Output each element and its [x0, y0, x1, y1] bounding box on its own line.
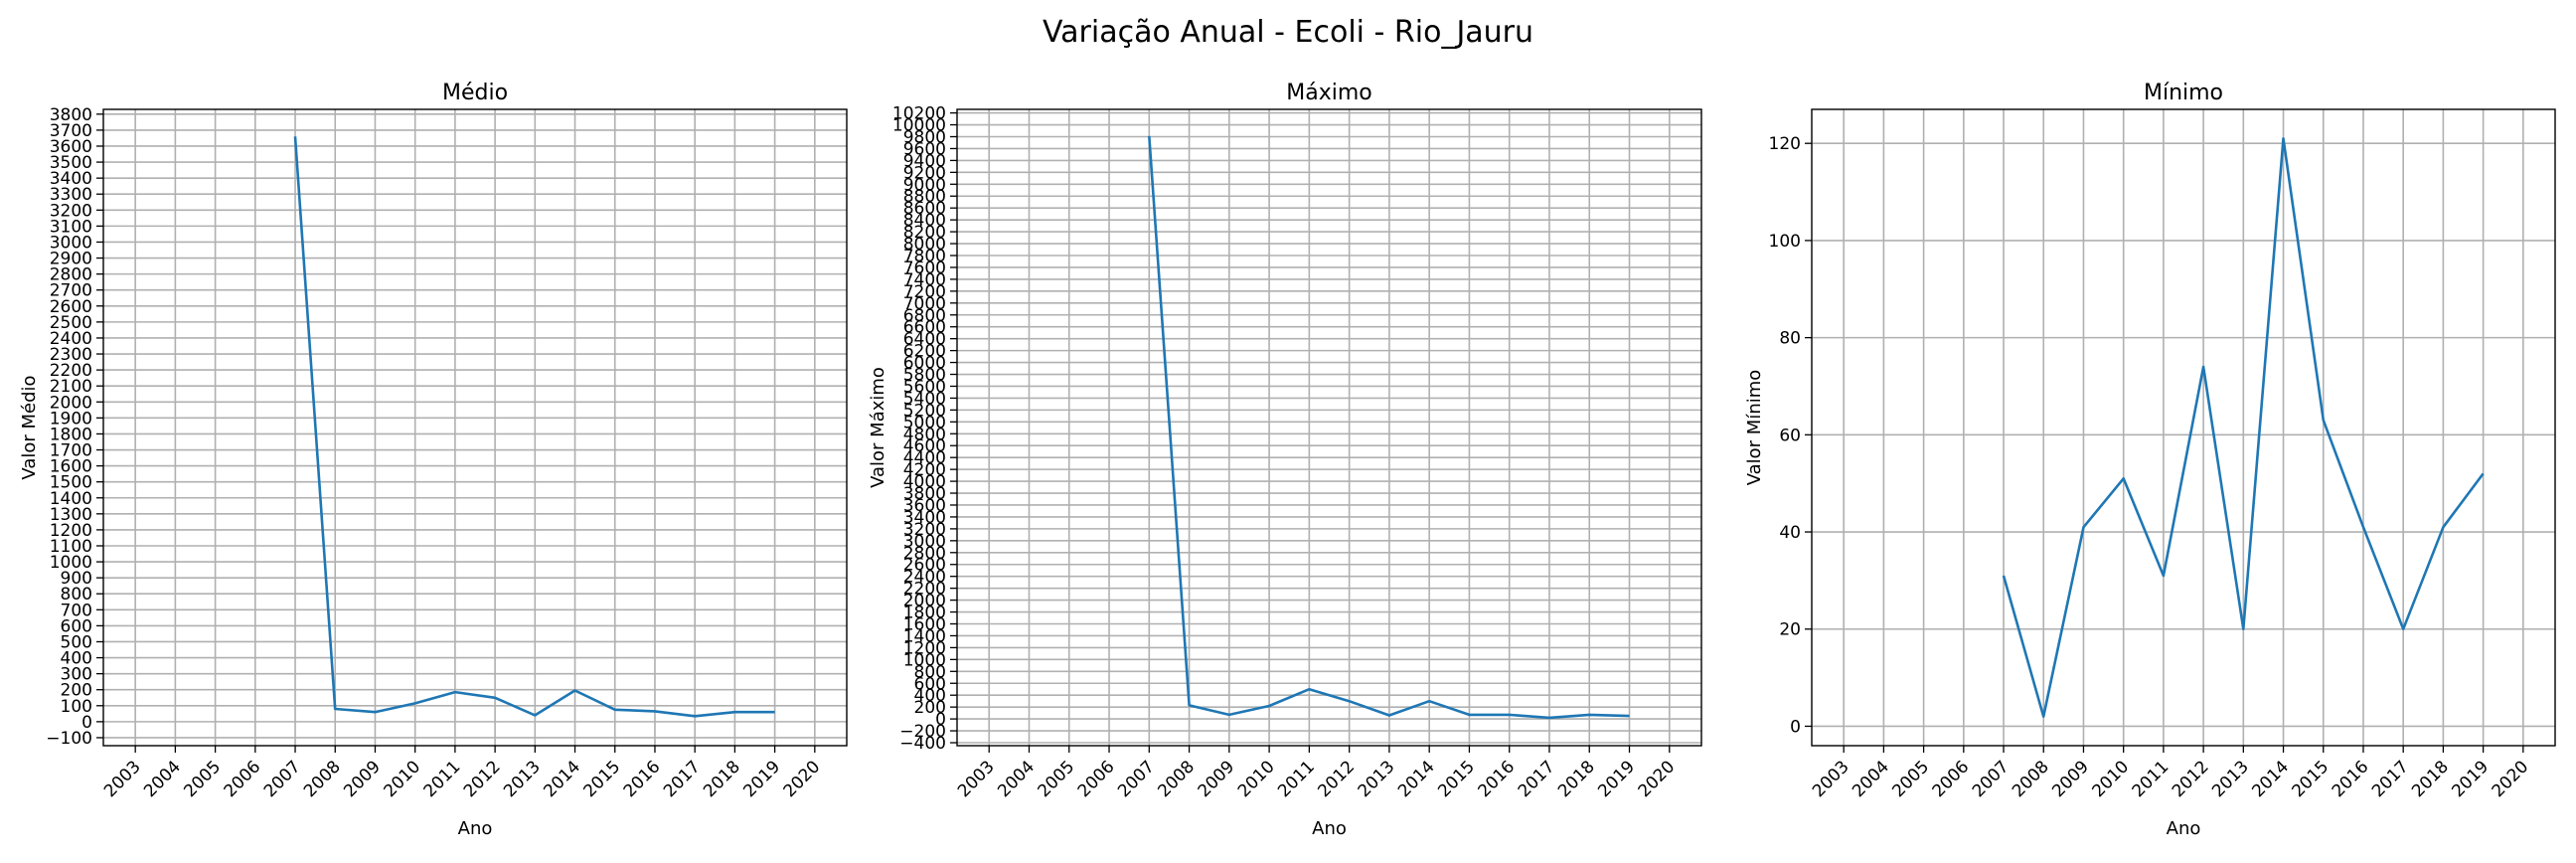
y-tick-label: 0: [1790, 717, 1801, 737]
x-tick-label: 2012: [2169, 757, 2213, 801]
x-tick-label: 2011: [1274, 757, 1319, 801]
x-tick-label: 2009: [340, 757, 385, 801]
x-tick-label: 2017: [660, 757, 705, 801]
x-tick-label: 2008: [1154, 757, 1199, 801]
x-tick-label: 2017: [2368, 757, 2413, 801]
x-tick-label: 2012: [460, 757, 505, 801]
y-tick-label: 40: [1779, 523, 1801, 543]
x-tick-label: 2016: [1475, 757, 1520, 801]
subplot-title: Mínimo: [2144, 81, 2223, 105]
x-tick-label: 2007: [260, 757, 305, 801]
x-tick-label: 2018: [700, 757, 744, 801]
y-tick-label: 120: [1769, 134, 1801, 154]
x-tick-label: 2012: [1314, 757, 1359, 801]
x-tick-label: 2010: [2088, 757, 2133, 801]
x-tick-label: 2006: [1929, 757, 1974, 801]
x-tick-label: 2013: [2208, 757, 2253, 801]
x-tick-label: 2015: [2289, 757, 2334, 801]
chart-panel-2: −400−20002004006008001000120014001600180…: [868, 81, 1701, 839]
figure-title: Variação Anual - Ecoli - Rio_Jauru: [1043, 15, 1533, 50]
y-axis-label: Valor Mínimo: [1744, 370, 1765, 486]
x-tick-label: 2005: [1888, 757, 1933, 801]
x-tick-label: 2013: [500, 757, 545, 801]
y-axis-label: Valor Médio: [19, 375, 40, 479]
x-axis-label: Ano: [1312, 818, 1347, 839]
x-axis-label: Ano: [2167, 818, 2201, 839]
x-tick-label: 2008: [2009, 757, 2053, 801]
x-tick-label: 2010: [1234, 757, 1279, 801]
x-axis-label: Ano: [458, 818, 493, 839]
x-tick-label: 2018: [1554, 757, 1599, 801]
x-tick-label: 2007: [1114, 757, 1159, 801]
x-tick-label: 2015: [580, 757, 625, 801]
x-tick-label: 2019: [1594, 757, 1639, 801]
x-tick-label: 2017: [1515, 757, 1559, 801]
x-tick-label: 2008: [300, 757, 345, 801]
x-tick-label: 2014: [2248, 757, 2293, 801]
x-tick-label: 2019: [2448, 757, 2493, 801]
x-tick-label: 2005: [1035, 757, 1079, 801]
x-tick-label: 2020: [2489, 757, 2533, 801]
x-tick-label: 2006: [221, 757, 265, 801]
y-tick-label: 80: [1779, 329, 1801, 349]
x-tick-label: 2009: [2048, 757, 2093, 801]
x-tick-label: 2010: [380, 757, 424, 801]
y-tick-label: 100: [1769, 232, 1801, 252]
x-tick-label: 2013: [1355, 757, 1399, 801]
x-tick-label: 2020: [1635, 757, 1680, 801]
x-tick-label: 2004: [994, 757, 1039, 801]
y-tick-label: 10200: [892, 104, 946, 124]
x-tick-label: 2019: [739, 757, 784, 801]
subplot-title: Máximo: [1286, 81, 1372, 105]
x-tick-label: 2015: [1434, 757, 1479, 801]
x-tick-label: 2007: [1969, 757, 2013, 801]
subplot-title: Médio: [442, 81, 508, 105]
y-tick-label: 60: [1779, 426, 1801, 445]
x-tick-label: 2014: [1394, 757, 1439, 801]
x-tick-label: 2011: [420, 757, 465, 801]
x-tick-label: 2005: [180, 757, 225, 801]
x-tick-label: 2016: [620, 757, 665, 801]
x-tick-label: 2003: [954, 757, 999, 801]
x-tick-label: 2004: [140, 757, 185, 801]
x-tick-label: 2018: [2408, 757, 2453, 801]
y-tick-label: 3800: [50, 105, 92, 125]
x-tick-label: 2003: [1809, 757, 1853, 801]
x-tick-label: 2011: [2129, 757, 2174, 801]
x-tick-label: 2016: [2329, 757, 2373, 801]
x-tick-label: 2020: [780, 757, 825, 801]
x-tick-label: 2004: [1849, 757, 1893, 801]
x-tick-label: 2003: [100, 757, 145, 801]
y-tick-label: 20: [1779, 620, 1801, 640]
y-axis-label: Valor Máximo: [868, 367, 888, 488]
chart-panel-1: −100010020030040050060070080090010001100…: [19, 81, 847, 839]
x-tick-label: 2006: [1074, 757, 1119, 801]
x-tick-label: 2014: [540, 757, 584, 801]
x-tick-label: 2009: [1195, 757, 1239, 801]
chart-panel-3: 0204060801001202003200420052006200720082…: [1744, 81, 2555, 839]
